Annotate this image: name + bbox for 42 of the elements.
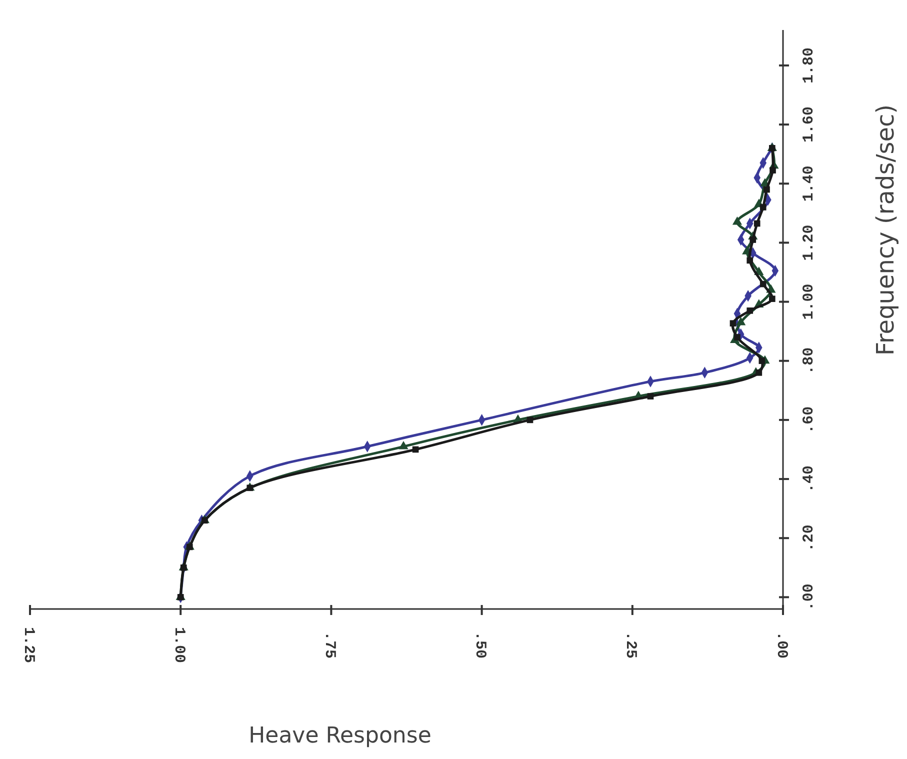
x-tick-label: 1.00 [170,626,188,664]
x-tick-label: .50 [472,631,489,659]
y-tick-label: 1.80 [800,47,818,84]
point [760,280,766,288]
y-tick-label: 1.20 [800,224,818,261]
y-tick-label: .60 [800,406,818,434]
y-tick-label: 1.00 [800,284,818,320]
y-tick-label: .80 [800,347,818,374]
point [754,220,760,227]
point [746,307,754,314]
y-tick-label: 1.60 [800,106,818,143]
point [758,358,766,364]
y-tick-label: .20 [800,524,818,552]
point [398,440,408,450]
y-tick-label: .40 [800,466,818,493]
y-tick-label: .00 [800,584,818,611]
y-tick-label: 1.40 [800,166,818,202]
point [734,334,740,340]
x-tick-label: .25 [622,631,640,659]
point [746,257,754,264]
point [736,316,746,326]
point [412,446,419,453]
point [770,167,776,174]
point [756,370,762,376]
point [730,320,736,327]
point [647,393,654,400]
y-axis-title: Frequency (rads/sec) [871,104,900,356]
point [526,416,534,424]
point [186,544,193,550]
point [246,484,254,492]
x-tick-label: 1.25 [20,626,37,664]
x-tick-label: .00 [772,631,790,659]
point [750,236,756,243]
point [760,204,766,210]
point [202,517,208,524]
point [764,186,770,193]
x-axis-title: Heave Response [248,724,432,749]
point [732,216,742,225]
point [768,296,776,302]
point [177,594,184,600]
point [768,145,776,152]
x-tick-label: .75 [320,631,338,659]
